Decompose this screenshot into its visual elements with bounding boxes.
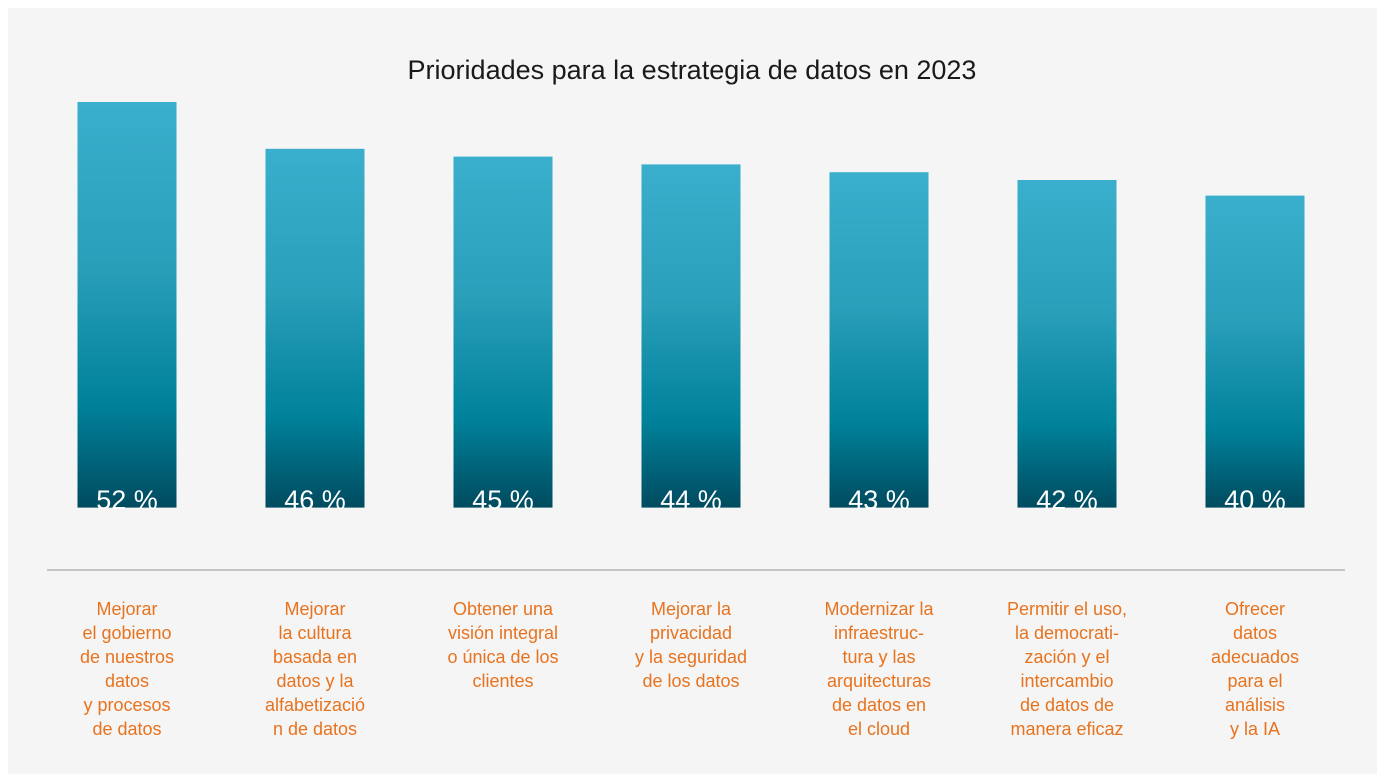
- x-tick-label: o única de los: [447, 647, 558, 667]
- x-tick-label: el gobierno: [82, 623, 171, 643]
- bar: [453, 156, 553, 508]
- value-label: 44 %: [660, 485, 722, 515]
- x-tick-label: Obtener una: [453, 599, 554, 619]
- x-tick-label: el cloud: [848, 719, 910, 739]
- value-label: 40 %: [1224, 485, 1286, 515]
- x-tick-label: análisis: [1225, 695, 1285, 715]
- x-tick-label: intercambio: [1020, 671, 1113, 691]
- bar: [265, 148, 365, 508]
- bar: [1017, 180, 1117, 508]
- x-tick-label: tura y las: [842, 647, 915, 667]
- x-tick-label: adecuados: [1211, 647, 1299, 667]
- x-tick-label: la democrati-: [1015, 623, 1119, 643]
- bar: [641, 164, 741, 508]
- x-tick-label: datos: [1233, 623, 1277, 643]
- x-tick-label: Ofrecer: [1225, 599, 1285, 619]
- x-tick-label: Permitir el uso,: [1007, 599, 1127, 619]
- x-tick-label: de los datos: [642, 671, 739, 691]
- x-tick-label: para el: [1227, 671, 1282, 691]
- x-tick-label: la cultura: [278, 623, 352, 643]
- x-tick-label: basada en: [273, 647, 357, 667]
- x-tick-label: arquitecturas: [827, 671, 931, 691]
- x-tick-label: datos y la: [276, 671, 354, 691]
- value-label: 43 %: [848, 485, 910, 515]
- x-tick-label: y procesos: [83, 695, 170, 715]
- value-label: 52 %: [96, 485, 158, 515]
- x-tick-label: y la IA: [1230, 719, 1280, 739]
- x-tick-label: de datos de: [1020, 695, 1114, 715]
- x-tick-label: de datos en: [832, 695, 926, 715]
- x-tick-label: y la seguridad: [635, 647, 747, 667]
- x-tick-label: clientes: [472, 671, 533, 691]
- x-tick-label: n de datos: [273, 719, 357, 739]
- x-tick-label: zación y el: [1024, 647, 1109, 667]
- x-tick-label: Mejorar: [96, 599, 157, 619]
- chart-title: Prioridades para la estrategia de datos …: [408, 55, 977, 85]
- bar: [1205, 195, 1305, 508]
- value-label: 46 %: [284, 485, 346, 515]
- x-tick-label: Mejorar: [284, 599, 345, 619]
- x-tick-label: Modernizar la: [824, 599, 934, 619]
- value-label: 45 %: [472, 485, 534, 515]
- value-label: 42 %: [1036, 485, 1098, 515]
- x-tick-label: Mejorar la: [651, 599, 732, 619]
- x-tick-label: de datos: [92, 719, 161, 739]
- x-tick-label: de nuestros: [80, 647, 174, 667]
- x-tick-label: manera eficaz: [1010, 719, 1123, 739]
- x-tick-label: infraestruc-: [834, 623, 924, 643]
- x-tick-label: alfabetizació: [265, 695, 365, 715]
- bar: [829, 172, 929, 508]
- bar: [77, 102, 177, 508]
- x-tick-label: visión integral: [448, 623, 558, 643]
- x-tick-label: privacidad: [650, 623, 732, 643]
- x-tick-label: datos: [105, 671, 149, 691]
